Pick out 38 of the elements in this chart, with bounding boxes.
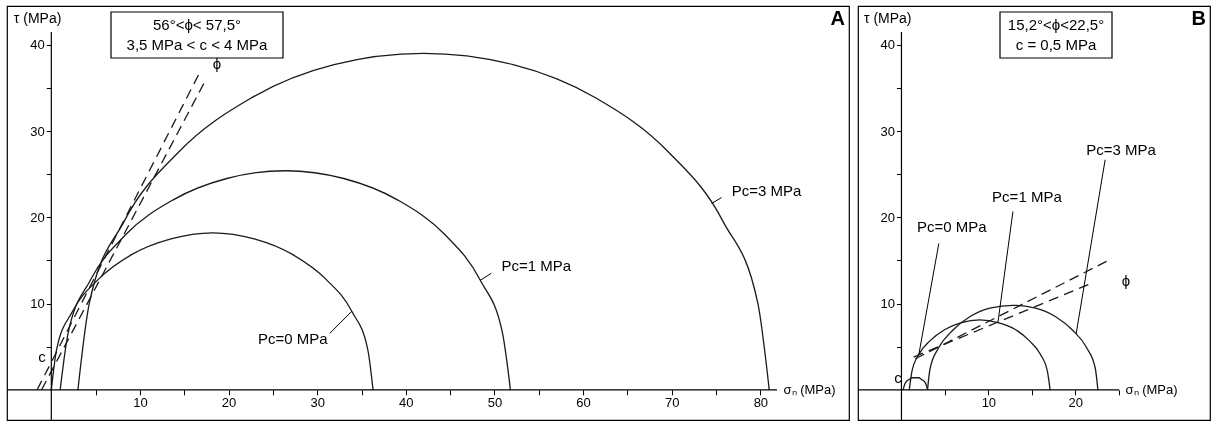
annotation: ϕ [212,55,222,72]
annotation: Pc=0 MPa [257,330,329,348]
annotation: Pc=3 MPa [731,181,803,199]
chart-title: A [830,7,845,29]
annotation: Pc=1 MPa [501,257,572,275]
y-tick-label: 10 [880,296,895,312]
annotation: c [894,369,903,386]
y-tick-label: 30 [30,123,45,139]
y-tick-label: 30 [880,123,895,139]
x-tick-label: 80 [753,395,769,411]
y-axis-title: τ (MPa) [863,9,912,26]
y-tick-label: 10 [30,296,45,312]
x-tick-label: 60 [576,395,591,411]
y-axis-title: τ (MPa) [13,9,62,26]
x-tick-label: 70 [665,395,680,411]
annotation: 56°<ϕ< 57,5° [153,16,241,33]
annotation: ϕ [1121,272,1131,289]
annotation: Pc=0 MPa [917,218,988,236]
x-axis-title: σₙ (MPa) [783,382,836,398]
y-tick-label: 20 [30,209,45,225]
chart-title: B [1191,7,1206,29]
x-tick-label: 20 [221,395,237,411]
x-tick-label: 10 [133,395,148,411]
x-tick-label: 10 [981,395,997,411]
y-tick-label: 40 [880,37,895,53]
annotation: 3,5 MPa < c < 4 MPa [126,36,269,53]
annotation: Pc=3 MPa [1086,140,1157,158]
x-tick-label: 30 [310,395,325,411]
y-tick-label: 40 [30,37,45,53]
annotation: 15,2°<ϕ<22,5° [1007,16,1105,33]
x-tick-label: 20 [1068,395,1084,411]
annotation: c = 0,5 MPa [1015,36,1097,53]
x-tick-label: 50 [487,395,503,411]
annotation: Pc=1 MPa [992,187,1063,205]
x-tick-label: 40 [399,395,414,411]
x-axis-title: σₙ (MPa) [1125,382,1178,398]
y-tick-label: 20 [880,209,895,225]
annotation: c [38,348,47,365]
